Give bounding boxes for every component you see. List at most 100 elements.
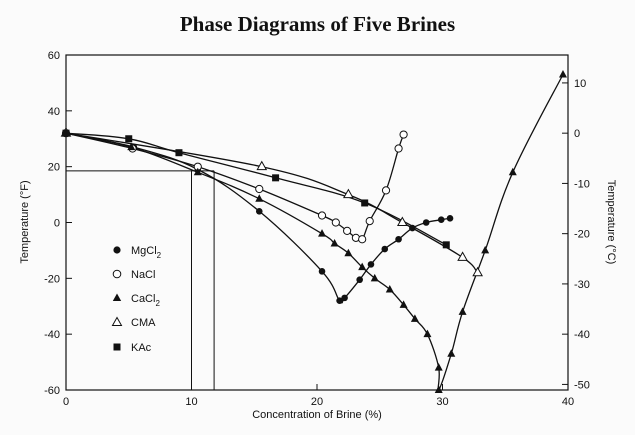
point-cacl2-10 [385,285,394,293]
plot-frame [65,54,569,391]
point-nacl-12 [394,144,403,153]
point-mgcl2-9 [367,261,375,268]
legend-marker-cacl2 [112,293,122,301]
right-tick-label-0: 0 [574,128,580,140]
x-axis-label: Concentration of Brine (%) [252,409,382,421]
right-axis: 10 0 -10 -20 -30 -40 -50 [562,78,590,391]
point-cma-6 [472,266,483,277]
point-nacl-13 [399,130,408,139]
series-markers [60,70,567,393]
point-cacl2-14 [434,363,443,371]
point-kac-2 [125,135,133,143]
point-mgcl2-15 [446,215,454,222]
point-mgcl2-8 [356,276,363,284]
point-kac-1 [62,129,70,137]
x-tick-label-20: 20 [311,396,323,408]
legend-label-cacl2: CaCl2 [131,293,160,308]
point-cacl2-19 [508,167,517,176]
point-kac-4 [272,174,280,182]
chart-title: Phase Diagrams of Five Brines [179,12,456,36]
y-axis-label-left: Temperature (°F) [19,180,31,263]
legend-label-nacl: NaCl [131,269,155,281]
reference-lines [66,170,215,390]
point-cacl2-7 [344,248,353,257]
point-cma-2 [256,160,268,171]
legend-marker-kac [113,343,121,351]
legend-item-cacl2: CaCl2 [112,293,160,308]
x-tick-label-30: 30 [436,396,448,408]
point-kac-5 [361,199,369,207]
point-nacl-6 [331,218,340,227]
point-cacl2-20 [558,70,567,78]
point-cma-3 [343,188,354,199]
left-tick-label-40: -40 [44,329,60,341]
point-cacl2-2 [127,142,136,151]
point-cacl2-3 [193,167,202,176]
left-tick-label-40: 40 [48,106,60,118]
x-axis: 0 10 20 30 40 [63,384,574,408]
right-tick-label-10: 10 [574,78,586,90]
point-cacl2-8 [358,262,367,271]
left-tick-label-20: 20 [48,162,60,174]
point-kac-3 [175,149,183,157]
legend: MgCl2 NaCl CaCl2 CMA KAc [111,245,162,354]
y-axis-label-right: Temperature (°C) [605,180,617,264]
point-mgcl2-13 [422,219,430,226]
legend-label-kac: KAc [131,342,152,354]
point-cacl2-13 [423,329,432,338]
point-nacl-4 [255,184,264,194]
x-tick-label-10: 10 [185,396,197,408]
point-nacl-10 [365,217,374,226]
left-tick-label-60: -60 [44,385,60,397]
point-nacl-7 [343,226,352,235]
point-cacl2-12 [410,314,419,322]
legend-marker-mgcl2 [113,246,121,254]
right-tick-label-30: -30 [574,279,590,291]
point-mgcl2-7 [341,294,348,302]
right-tick-label-40: -40 [574,329,590,341]
legend-item-kac: KAc [113,342,152,354]
point-mgcl2-4 [255,208,263,215]
point-cacl2-4 [255,194,264,202]
series-line-cma [65,132,479,274]
point-cacl2-9 [370,273,379,282]
point-cacl2-15 [434,385,443,393]
left-axis: 60 40 20 0 -20 -40 -60 [44,50,72,397]
point-cacl2-6 [330,238,339,247]
point-cacl2-5 [318,229,327,237]
point-cacl2-16 [447,349,456,357]
x-tick-label-0: 0 [63,396,69,408]
legend-label-mgcl2: MgCl2 [131,245,162,260]
right-tick-label-20: -20 [574,229,590,241]
point-mgcl2-10 [381,245,389,253]
legend-item-mgcl2: MgCl2 [113,245,162,260]
point-cacl2-11 [399,300,408,308]
point-mgcl2-14 [437,216,445,224]
point-cacl2-18 [481,245,490,254]
point-nacl-11 [381,186,391,195]
point-cma-5 [457,251,468,261]
point-mgcl2-11 [395,235,402,243]
left-tick-label-60: 60 [48,50,60,62]
point-mgcl2-12 [409,224,416,232]
point-cma-4 [396,216,408,226]
left-tick-label-0: 0 [54,218,60,230]
right-tick-label-10: -10 [574,178,590,190]
legend-marker-cma [111,316,123,326]
point-mgcl2-6 [336,297,343,304]
legend-item-nacl: NaCl [112,269,155,281]
point-nacl-9 [358,235,367,244]
series-line-mgcl2 [65,132,451,304]
legend-marker-nacl [112,269,122,279]
left-tick-label-20: -20 [44,273,60,285]
legend-label-cma: CMA [131,317,156,329]
x-tick-label-40: 40 [562,396,574,408]
point-kac-6 [442,241,450,249]
point-cacl2-17 [458,307,467,315]
right-tick-label-50: -50 [574,379,590,391]
legend-item-cma: CMA [111,316,156,329]
point-nacl-5 [317,211,327,220]
point-mgcl2-5 [318,268,326,275]
